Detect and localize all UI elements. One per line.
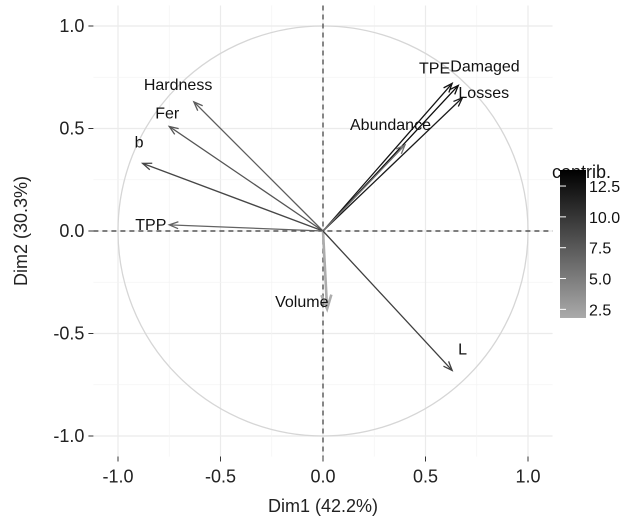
- legend-tick-label: 7.5: [589, 241, 611, 258]
- arrowhead-b: [140, 162, 153, 171]
- legend-ticks: 12.5 10.0 7.5 5.0 2.5: [560, 179, 620, 319]
- y-tick-label: -1.0: [53, 426, 84, 446]
- variable-arrows: [140, 82, 464, 372]
- arrowhead-losses: [453, 96, 464, 107]
- arrowhead-abundance: [395, 143, 407, 155]
- variable-label-damaged: Damaged: [450, 58, 519, 75]
- legend-tick-label: 5.0: [589, 272, 611, 289]
- variable-label-b: b: [135, 134, 144, 151]
- arrow-losses: [322, 97, 463, 232]
- arrow-tpe: [322, 82, 453, 232]
- legend-tick-label: 2.5: [589, 302, 611, 319]
- arrow-tpp: [169, 224, 324, 232]
- arrow-fer: [168, 125, 324, 232]
- arrowhead-tpp: [167, 221, 179, 230]
- y-tick-label: 0.0: [59, 221, 84, 241]
- contrib-legend: contrib. 12.510.07.55.02.5: [552, 162, 620, 319]
- x-axis-label: Dim1 (42.2%): [268, 496, 378, 516]
- arrow-b: [142, 162, 324, 232]
- y-tick-label: -0.5: [53, 324, 84, 344]
- legend-tick-label: 10.0: [589, 210, 620, 227]
- arrowhead-volume: [320, 294, 333, 313]
- x-axis-ticks: -1.0 -0.5 0.0 0.5 1.0: [102, 456, 541, 487]
- x-tick-label: -0.5: [205, 467, 236, 487]
- variable-label-fer: Fer: [155, 105, 180, 122]
- legend-colorbar: [560, 170, 586, 318]
- arrowhead-hardness: [192, 100, 203, 111]
- variable-label-l: L: [458, 341, 467, 358]
- arrow-abundance: [322, 144, 406, 232]
- y-tick-label: 0.5: [59, 119, 84, 139]
- arrow-l: [322, 230, 453, 371]
- y-tick-label: 1.0: [59, 16, 84, 36]
- x-tick-label: 1.0: [515, 467, 540, 487]
- arrowhead-damaged: [449, 84, 460, 95]
- legend-tick-label: 12.5: [589, 179, 620, 196]
- arrowhead-l: [443, 361, 454, 372]
- variable-label-volume: Volume: [275, 294, 328, 311]
- x-tick-label: 0.0: [310, 467, 335, 487]
- variable-label-tpe: TPE: [419, 60, 450, 77]
- x-tick-label: -1.0: [102, 467, 133, 487]
- variable-label-losses: Losses: [458, 85, 509, 102]
- arrow-volume: [321, 230, 329, 309]
- y-axis-label: Dim2 (30.3%): [11, 176, 31, 286]
- y-axis-ticks: -1.0 -0.5 0.0 0.5 1.0: [53, 16, 94, 446]
- variable-label-tpp: TPP: [135, 217, 166, 234]
- variable-label-hardness: Hardness: [144, 77, 212, 94]
- x-tick-label: 0.5: [413, 467, 438, 487]
- arrowhead-fer: [167, 125, 179, 135]
- variable-label-abundance: Abundance: [350, 117, 431, 134]
- arrow-hardness: [193, 101, 324, 232]
